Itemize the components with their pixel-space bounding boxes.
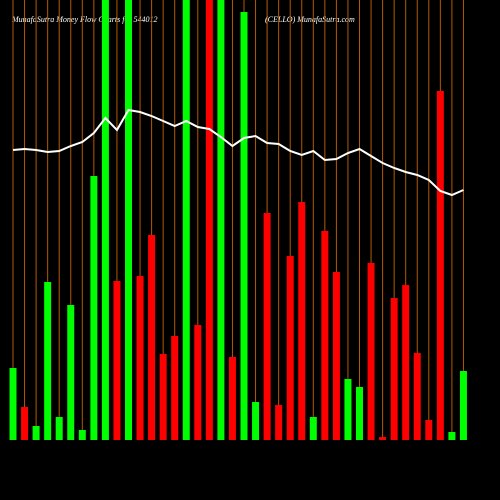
bar <box>413 353 421 440</box>
bar <box>148 235 156 440</box>
bar <box>344 379 352 440</box>
bar <box>90 176 98 440</box>
bar <box>298 202 306 440</box>
bar <box>21 407 29 440</box>
bar <box>78 430 86 440</box>
bar <box>125 0 132 440</box>
bar <box>9 368 17 440</box>
bar <box>159 354 167 440</box>
bar <box>448 432 456 440</box>
bar <box>436 91 444 440</box>
bar <box>217 0 225 440</box>
bar <box>390 298 398 440</box>
bar <box>228 357 236 440</box>
bar <box>367 263 375 440</box>
bar <box>113 281 121 440</box>
bar <box>275 405 283 440</box>
bar <box>425 420 433 440</box>
bar <box>136 276 144 440</box>
bar <box>32 426 40 440</box>
bar <box>321 231 329 440</box>
bar <box>286 256 294 440</box>
bar <box>402 285 410 440</box>
bar <box>356 387 363 440</box>
chart-subtitle: (CELLO) MunafaSutra.com <box>265 15 355 24</box>
bar <box>309 417 317 440</box>
bar <box>252 402 260 440</box>
bar <box>459 371 467 440</box>
bar <box>171 336 179 440</box>
bar <box>379 437 387 440</box>
bar <box>67 305 75 440</box>
bar <box>44 282 52 440</box>
bar <box>194 325 202 440</box>
bar <box>240 12 248 440</box>
bar <box>101 0 109 440</box>
bar <box>332 272 340 440</box>
bar <box>205 0 213 440</box>
price-line <box>12 108 464 197</box>
chart-title: MunafaSutra Money Flow Charts for 544012 <box>11 15 158 24</box>
bar <box>263 213 271 440</box>
bar <box>182 0 190 440</box>
bar <box>55 417 63 440</box>
